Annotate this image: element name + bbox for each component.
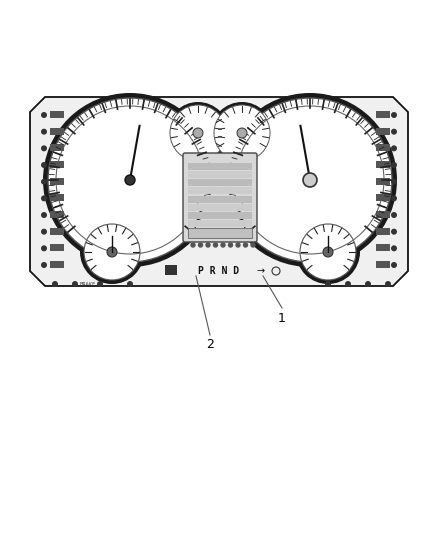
Circle shape bbox=[223, 93, 397, 267]
Bar bbox=[376, 261, 390, 268]
Circle shape bbox=[244, 243, 247, 247]
Circle shape bbox=[391, 212, 397, 218]
FancyBboxPatch shape bbox=[183, 153, 257, 242]
Bar bbox=[50, 244, 64, 252]
Circle shape bbox=[52, 281, 58, 287]
Polygon shape bbox=[30, 97, 408, 286]
Bar bbox=[50, 161, 64, 168]
Circle shape bbox=[41, 245, 47, 252]
Circle shape bbox=[228, 98, 392, 262]
Bar bbox=[50, 111, 64, 118]
Circle shape bbox=[41, 128, 47, 135]
Circle shape bbox=[211, 102, 273, 164]
Circle shape bbox=[221, 243, 225, 247]
Bar bbox=[50, 261, 64, 268]
Circle shape bbox=[48, 98, 212, 262]
Circle shape bbox=[229, 243, 233, 247]
Circle shape bbox=[391, 146, 397, 151]
Circle shape bbox=[391, 262, 397, 268]
Circle shape bbox=[193, 128, 203, 138]
Circle shape bbox=[391, 195, 397, 201]
Circle shape bbox=[72, 281, 78, 287]
Circle shape bbox=[391, 162, 397, 168]
Circle shape bbox=[345, 281, 351, 287]
Bar bbox=[50, 144, 64, 151]
Circle shape bbox=[391, 179, 397, 184]
Circle shape bbox=[385, 281, 391, 287]
Circle shape bbox=[41, 146, 47, 151]
Circle shape bbox=[41, 262, 47, 268]
Circle shape bbox=[391, 128, 397, 135]
Text: BRAKE: BRAKE bbox=[80, 281, 96, 287]
Bar bbox=[188, 188, 252, 195]
Bar bbox=[50, 228, 64, 235]
Text: 1: 1 bbox=[278, 311, 286, 325]
Bar bbox=[376, 111, 390, 118]
Circle shape bbox=[41, 229, 47, 235]
Circle shape bbox=[107, 247, 117, 257]
Bar bbox=[188, 220, 252, 227]
Bar bbox=[188, 163, 252, 170]
Circle shape bbox=[325, 281, 331, 287]
Circle shape bbox=[323, 247, 333, 257]
Bar bbox=[188, 228, 252, 238]
Bar bbox=[376, 228, 390, 235]
Bar bbox=[188, 171, 252, 178]
Circle shape bbox=[300, 224, 356, 280]
Circle shape bbox=[167, 102, 229, 164]
Circle shape bbox=[391, 245, 397, 252]
Circle shape bbox=[41, 195, 47, 201]
Circle shape bbox=[170, 105, 226, 161]
Bar bbox=[165, 265, 177, 275]
Bar bbox=[50, 128, 64, 135]
Circle shape bbox=[41, 162, 47, 168]
Bar bbox=[376, 211, 390, 218]
Circle shape bbox=[125, 175, 135, 185]
Circle shape bbox=[303, 173, 317, 187]
Circle shape bbox=[365, 281, 371, 287]
Circle shape bbox=[198, 243, 202, 247]
Circle shape bbox=[127, 281, 133, 287]
Circle shape bbox=[236, 243, 240, 247]
Circle shape bbox=[80, 220, 144, 284]
Bar bbox=[376, 144, 390, 151]
Bar bbox=[188, 204, 252, 211]
Circle shape bbox=[191, 243, 195, 247]
Circle shape bbox=[84, 224, 140, 280]
Circle shape bbox=[41, 212, 47, 218]
Circle shape bbox=[391, 229, 397, 235]
Circle shape bbox=[213, 243, 218, 247]
Bar bbox=[50, 211, 64, 218]
Bar bbox=[188, 196, 252, 203]
Circle shape bbox=[391, 112, 397, 118]
Bar bbox=[50, 195, 64, 201]
Bar bbox=[376, 195, 390, 201]
Text: →: → bbox=[257, 266, 265, 276]
Circle shape bbox=[41, 179, 47, 184]
Bar bbox=[376, 128, 390, 135]
Circle shape bbox=[97, 281, 103, 287]
Circle shape bbox=[237, 128, 247, 138]
Bar bbox=[376, 161, 390, 168]
Bar bbox=[188, 179, 252, 187]
Bar bbox=[188, 212, 252, 219]
Circle shape bbox=[251, 243, 255, 247]
Circle shape bbox=[43, 93, 217, 267]
Text: P R N D: P R N D bbox=[198, 266, 240, 276]
Circle shape bbox=[206, 243, 210, 247]
Bar bbox=[50, 177, 64, 184]
Bar bbox=[376, 244, 390, 252]
Bar bbox=[376, 177, 390, 184]
Text: 2: 2 bbox=[206, 338, 214, 351]
Circle shape bbox=[296, 220, 360, 284]
Circle shape bbox=[214, 105, 270, 161]
Circle shape bbox=[41, 112, 47, 118]
